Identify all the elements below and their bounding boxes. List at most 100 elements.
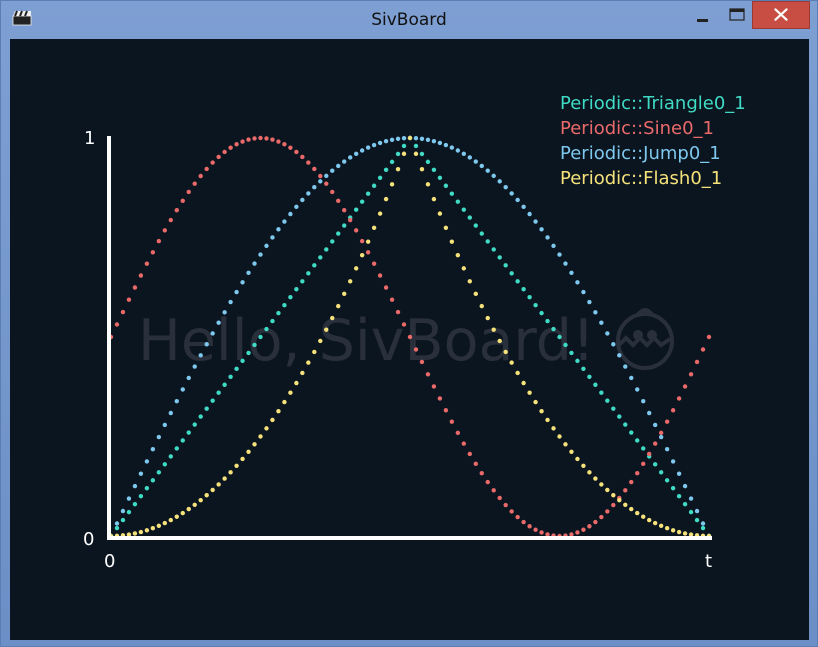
point-triangle0-1 <box>670 486 676 491</box>
point-sine0-1 <box>599 514 604 520</box>
point-jump0-1 <box>210 331 215 336</box>
close-icon <box>774 8 788 21</box>
point-sine0-1 <box>461 441 467 446</box>
point-jump0-1 <box>479 163 484 169</box>
point-sine0-1 <box>509 509 514 514</box>
point-jump0-1 <box>246 270 251 275</box>
point-sine0-1 <box>389 297 395 302</box>
point-triangle0-1 <box>114 525 120 531</box>
point-flash0-1 <box>330 315 335 321</box>
point-jump0-1 <box>150 446 156 452</box>
point-jump0-1 <box>371 142 377 148</box>
point-jump0-1 <box>611 342 616 347</box>
point-triangle0-1 <box>652 462 658 467</box>
point-sine0-1 <box>186 189 191 195</box>
point-flash0-1 <box>593 476 598 481</box>
point-flash0-1 <box>377 211 383 216</box>
point-jump0-1 <box>419 136 425 141</box>
point-flash0-1 <box>509 360 514 365</box>
point-triangle0-1 <box>126 509 132 515</box>
point-triangle0-1 <box>156 470 162 475</box>
point-triangle0-1 <box>294 287 299 292</box>
point-sine0-1 <box>539 530 544 535</box>
point-flash0-1 <box>186 506 191 512</box>
point-flash0-1 <box>575 456 580 462</box>
point-sine0-1 <box>192 181 197 186</box>
point-sine0-1 <box>132 285 138 290</box>
point-triangle0-1 <box>575 358 580 364</box>
point-sine0-1 <box>258 135 263 141</box>
point-flash0-1 <box>521 380 526 386</box>
point-triangle0-1 <box>461 207 467 212</box>
point-triangle0-1 <box>144 486 150 491</box>
point-sine0-1 <box>569 532 574 537</box>
point-jump0-1 <box>198 353 203 358</box>
point-triangle0-1 <box>312 263 317 268</box>
point-sine0-1 <box>605 509 610 514</box>
point-jump0-1 <box>162 422 168 428</box>
maximize-button[interactable] <box>722 2 752 30</box>
point-sine0-1 <box>114 322 120 327</box>
point-jump0-1 <box>342 159 347 164</box>
window-title: SivBoard <box>371 10 447 30</box>
point-jump0-1 <box>324 173 329 179</box>
point-jump0-1 <box>168 410 173 416</box>
point-sine0-1 <box>156 238 162 244</box>
title-bar[interactable]: SivBoard <box>1 1 817 39</box>
point-flash0-1 <box>605 487 610 493</box>
point-sine0-1 <box>359 238 365 244</box>
point-jump0-1 <box>629 375 634 381</box>
point-flash0-1 <box>270 417 275 423</box>
point-sine0-1 <box>228 145 233 150</box>
point-triangle0-1 <box>270 318 275 324</box>
point-flash0-1 <box>126 532 132 537</box>
point-triangle0-1 <box>336 231 341 236</box>
point-triangle0-1 <box>246 350 251 356</box>
point-triangle0-1 <box>419 151 425 157</box>
point-sine0-1 <box>545 532 550 537</box>
point-flash0-1 <box>359 252 365 258</box>
point-triangle0-1 <box>401 143 407 149</box>
point-triangle0-1 <box>473 223 478 228</box>
point-triangle0-1 <box>371 183 377 188</box>
point-jump0-1 <box>647 410 652 416</box>
point-sine0-1 <box>240 139 245 144</box>
point-jump0-1 <box>377 140 383 146</box>
point-flash0-1 <box>228 470 233 475</box>
point-sine0-1 <box>294 149 299 155</box>
point-jump0-1 <box>216 320 221 325</box>
minimize-icon <box>697 19 708 22</box>
point-triangle0-1 <box>688 509 694 515</box>
point-sine0-1 <box>306 160 311 165</box>
point-triangle0-1 <box>276 310 281 316</box>
point-flash0-1 <box>312 349 317 355</box>
point-sine0-1 <box>670 408 676 413</box>
point-sine0-1 <box>688 372 694 377</box>
point-flash0-1 <box>168 517 173 523</box>
point-flash0-1 <box>144 528 150 533</box>
point-triangle0-1 <box>234 366 239 372</box>
point-flash0-1 <box>581 463 586 468</box>
board-canvas[interactable]: Hello, SivBoard! 1 0 0 t Periodic::Trian… <box>10 39 809 640</box>
point-triangle0-1 <box>503 263 508 268</box>
minimize-button[interactable] <box>686 2 722 30</box>
point-flash0-1 <box>252 442 257 447</box>
point-jump0-1 <box>676 471 682 476</box>
point-sine0-1 <box>611 502 616 508</box>
point-sine0-1 <box>700 347 706 352</box>
point-sine0-1 <box>682 384 688 389</box>
point-sine0-1 <box>144 261 150 266</box>
point-triangle0-1 <box>617 414 622 419</box>
y-tick-label-min: 0 <box>83 529 94 550</box>
point-sine0-1 <box>324 181 329 186</box>
point-jump0-1 <box>509 191 514 196</box>
point-flash0-1 <box>222 476 227 481</box>
point-sine0-1 <box>120 309 126 315</box>
point-jump0-1 <box>599 320 604 325</box>
close-button[interactable] <box>752 1 810 29</box>
point-flash0-1 <box>174 514 179 519</box>
point-sine0-1 <box>425 372 431 377</box>
point-flash0-1 <box>557 434 562 439</box>
point-flash0-1 <box>132 531 138 536</box>
